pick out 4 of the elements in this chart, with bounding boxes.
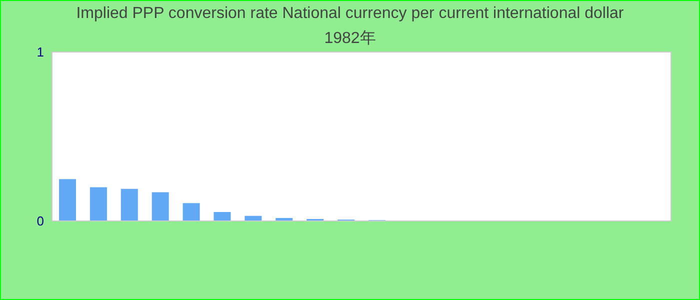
y-tick-label: 1	[36, 44, 44, 60]
chart-subtitle: 1982年	[324, 30, 376, 47]
chart-title: Implied PPP conversion rate National currency per current international dollar	[75, 5, 625, 23]
y-tick-label: 0	[36, 214, 44, 229]
